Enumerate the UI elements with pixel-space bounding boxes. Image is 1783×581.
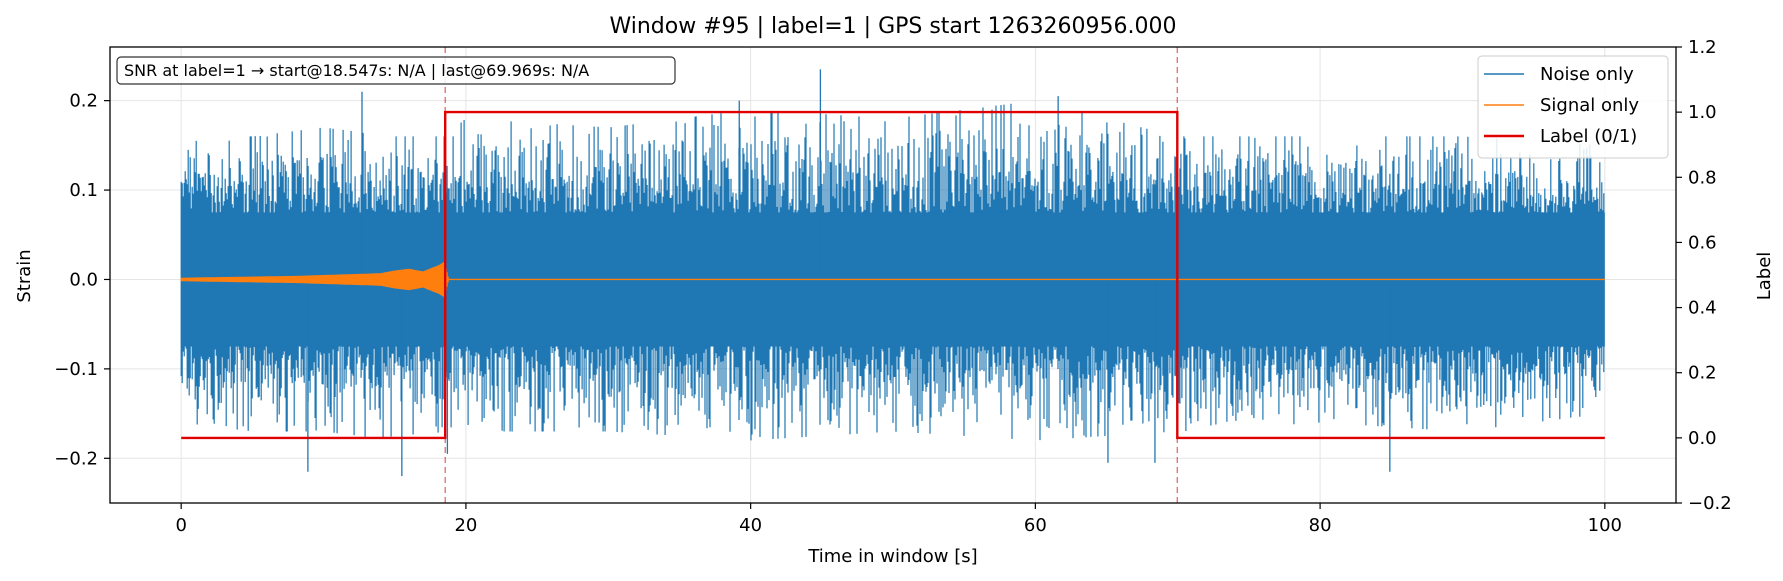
plot-area [180, 47, 1605, 503]
x-tick-label: 80 [1309, 515, 1332, 536]
legend: Noise only Signal only Label (0/1) [1477, 55, 1669, 159]
x-tick-label: 20 [454, 515, 477, 536]
series-label [181, 110, 1605, 440]
legend-entry: Noise only [1540, 64, 1634, 85]
x-tick-label: 0 [175, 515, 186, 536]
y-tick-label: 0.0 [69, 269, 98, 290]
y-right-tick-label: 0.4 [1688, 298, 1717, 319]
y-right-tick-label: 0.0 [1688, 428, 1717, 449]
y-tick-label: 0.2 [69, 91, 98, 112]
y-tick-label: −0.1 [54, 359, 98, 380]
legend-entry: Signal only [1540, 95, 1639, 116]
y-right-tick-label: 1.0 [1688, 102, 1717, 123]
series-signal-only [180, 261, 1605, 298]
x-tick-label: 40 [739, 515, 762, 536]
y-right-tick-label: −0.2 [1688, 493, 1732, 514]
y-right-axis-label: Label [1754, 252, 1775, 301]
label-step-line [181, 110, 1605, 440]
plot-frame [109, 46, 1677, 504]
chart-title: Window #95 | label=1 | GPS start 1263260… [609, 14, 1176, 39]
y-right-tick-label: 0.6 [1688, 232, 1717, 253]
x-axis-label: Time in window [s] [807, 546, 977, 567]
legend-frame [1477, 55, 1669, 159]
y-right-tick-label: 0.2 [1688, 363, 1717, 384]
snr-annotation: SNR at label=1 → start@18.547s: N/A | la… [124, 61, 589, 80]
snr-annotation-box: SNR at label=1 → start@18.547s: N/A | la… [116, 56, 676, 85]
x-tick-label: 60 [1024, 515, 1047, 536]
y-axis-label: Strain [14, 249, 35, 302]
y-tick-label: −0.2 [54, 448, 98, 469]
legend-entry: Label (0/1) [1540, 126, 1637, 147]
x-axis-ticks: 0 20 40 60 80 100 [175, 503, 1622, 536]
x-tick-label: 100 [1588, 515, 1622, 536]
y-right-axis-ticks: −0.2 0.0 0.2 0.4 0.6 0.8 1.0 1.2 [1676, 37, 1732, 514]
y-axis-ticks: −0.2 −0.1 0.0 0.1 0.2 [54, 91, 110, 469]
y-right-tick-label: 1.2 [1688, 37, 1717, 58]
y-right-tick-label: 0.8 [1688, 167, 1717, 188]
y-tick-label: 0.1 [69, 180, 98, 201]
